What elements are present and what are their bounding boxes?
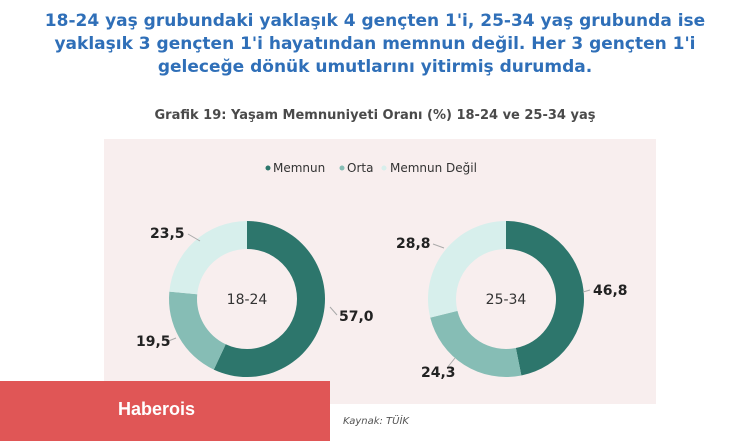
value-label-18-24-memnun: 57,0 xyxy=(339,309,374,325)
slice-25-34-memnun-degil xyxy=(428,221,506,318)
center-label-25-34: 25-34 xyxy=(486,292,527,308)
slice-25-34-orta xyxy=(430,310,522,377)
brand-name: Haberois xyxy=(118,399,196,419)
value-label-18-24-orta: 19,5 xyxy=(136,334,171,350)
slice-25-34-memnun xyxy=(506,220,585,376)
donut-18-24: 18-24 57,0 19,5 23,5 xyxy=(136,221,374,377)
legend-marker-orta xyxy=(339,165,345,171)
headline-line-2: yaklaşık 3 gençten 1'i hayatından memnun… xyxy=(54,34,696,54)
source-note: Kaynak: TÜİK xyxy=(343,416,409,427)
chart-legend: Memnun Orta Memnun Değil xyxy=(265,161,477,175)
legend-label-orta: Orta xyxy=(347,161,373,175)
center-label-18-24: 18-24 xyxy=(227,292,268,308)
legend-label-memnun-degil: Memnun Değil xyxy=(390,161,477,175)
leader-18-24-orta xyxy=(165,337,177,343)
legend-marker-memnun-degil xyxy=(381,165,387,171)
brand-banner: Haberois xyxy=(0,381,330,441)
donut-25-34: 25-34 46,8 24,3 28,8 xyxy=(396,220,628,381)
slice-18-24-orta xyxy=(169,291,226,370)
value-label-25-34-memnun: 46,8 xyxy=(593,283,628,299)
slice-18-24-memnun-degil xyxy=(169,221,247,295)
headline: 18-24 yaş grubundaki yaklaşık 4 gençten … xyxy=(30,10,720,79)
headline-line-1: 18-24 yaş grubundaki yaklaşık 4 gençten … xyxy=(44,11,706,31)
slice-18-24-memnun xyxy=(213,221,325,377)
value-label-25-34-memnun-degil: 28,8 xyxy=(396,236,431,252)
chart-title: Grafik 19: Yaşam Memnuniyeti Oranı (%) 1… xyxy=(154,108,596,123)
leader-25-34-memnun xyxy=(582,289,591,293)
legend-label-memnun: Memnun xyxy=(273,161,325,175)
leader-18-24-memnun-degil xyxy=(187,233,201,242)
leader-25-34-orta xyxy=(446,357,456,369)
leader-18-24-memnun xyxy=(329,306,338,316)
leader-25-34-memnun-degil xyxy=(432,243,445,249)
value-label-18-24-memnun-degil: 23,5 xyxy=(150,226,185,242)
legend-marker-memnun xyxy=(265,165,271,171)
value-label-25-34-orta: 24,3 xyxy=(421,365,456,381)
headline-line-3: geleceğe dönük umutlarını yitirmiş durum… xyxy=(157,57,593,77)
